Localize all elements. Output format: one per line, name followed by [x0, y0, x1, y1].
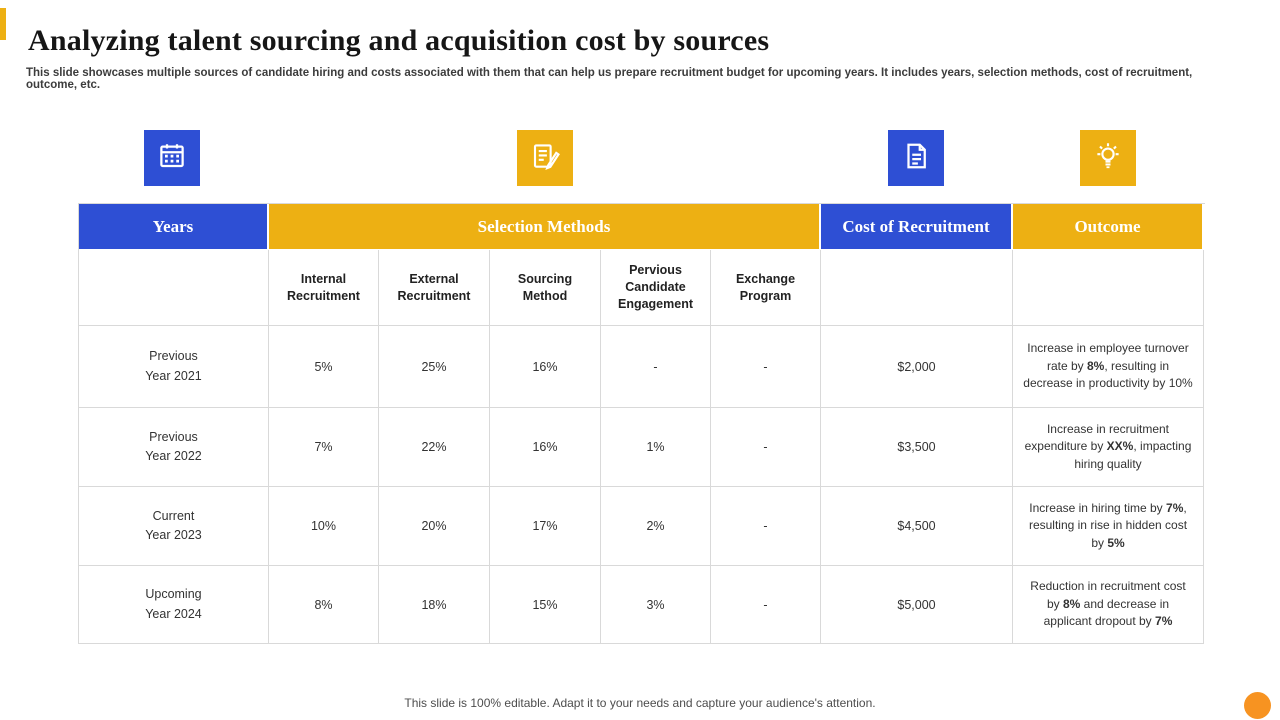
- value-cell: -: [711, 326, 821, 408]
- resume-pencil-icon: [530, 141, 560, 176]
- header-years: Years: [79, 204, 269, 250]
- value-cell: 22%: [379, 408, 490, 487]
- subheader-sourcing-method: Sourcing Method: [490, 250, 601, 326]
- subheader-external-recruitment: External Recruitment: [379, 250, 490, 326]
- calendar-icon-tile: [144, 130, 200, 186]
- corner-orange-dot: [1244, 692, 1271, 719]
- cost-cell: $2,000: [821, 326, 1013, 408]
- idea-bulb-icon: [1093, 141, 1123, 176]
- row-year-label: Upcoming Year 2024: [79, 566, 269, 644]
- subheader-exchange-program: Exchange Program: [711, 250, 821, 326]
- footer-note: This slide is 100% editable. Adapt it to…: [404, 696, 876, 710]
- value-cell: 10%: [269, 487, 379, 566]
- subheader-pervious-candidate-engagement: Pervious Candidate Engagement: [601, 250, 711, 326]
- value-cell: 7%: [269, 408, 379, 487]
- cost-cell: $4,500: [821, 487, 1013, 566]
- row-year-label: Current Year 2023: [79, 487, 269, 566]
- value-cell: 20%: [379, 487, 490, 566]
- row-year-label: Previous Year 2022: [79, 408, 269, 487]
- subheader-empty-cost: [821, 250, 1013, 326]
- value-cell: 16%: [490, 326, 601, 408]
- cost-cell: $5,000: [821, 566, 1013, 644]
- value-cell: 15%: [490, 566, 601, 644]
- calendar-icon: [157, 141, 187, 176]
- value-cell: 5%: [269, 326, 379, 408]
- value-cell: 17%: [490, 487, 601, 566]
- header-selection-methods: Selection Methods: [269, 204, 821, 250]
- accent-bar: [0, 8, 6, 40]
- subheader-empty-outcome: [1013, 250, 1204, 326]
- resume-icon-tile: [517, 130, 573, 186]
- outcome-cell: Increase in hiring time by 7%, resulting…: [1013, 487, 1204, 566]
- cost-document-icon-tile: [888, 130, 944, 186]
- subheader-internal-recruitment: Internal Recruitment: [269, 250, 379, 326]
- value-cell: 25%: [379, 326, 490, 408]
- outcome-cell: Reduction in recruitment cost by 8% and …: [1013, 566, 1204, 644]
- row-year-label: Previous Year 2021: [79, 326, 269, 408]
- sourcing-cost-table: Years Selection Methods Cost of Recruitm…: [78, 203, 1205, 644]
- page-subtitle: This slide showcases multiple sources of…: [26, 67, 1193, 91]
- value-cell: 1%: [601, 408, 711, 487]
- subheader-empty-years: [79, 250, 269, 326]
- value-cell: -: [711, 408, 821, 487]
- cost-document-icon: [901, 141, 931, 176]
- value-cell: -: [601, 326, 711, 408]
- value-cell: 3%: [601, 566, 711, 644]
- idea-bulb-icon-tile: [1080, 130, 1136, 186]
- cost-cell: $3,500: [821, 408, 1013, 487]
- header-outcome: Outcome: [1013, 204, 1204, 250]
- value-cell: -: [711, 566, 821, 644]
- value-cell: 8%: [269, 566, 379, 644]
- value-cell: 18%: [379, 566, 490, 644]
- page-title: Analyzing talent sourcing and acquisitio…: [28, 24, 770, 57]
- header-cost-of-recruitment: Cost of Recruitment: [821, 204, 1013, 250]
- value-cell: 2%: [601, 487, 711, 566]
- outcome-cell: Increase in employee turnover rate by 8%…: [1013, 326, 1204, 408]
- value-cell: 16%: [490, 408, 601, 487]
- outcome-cell: Increase in recruitment expenditure by X…: [1013, 408, 1204, 487]
- value-cell: -: [711, 487, 821, 566]
